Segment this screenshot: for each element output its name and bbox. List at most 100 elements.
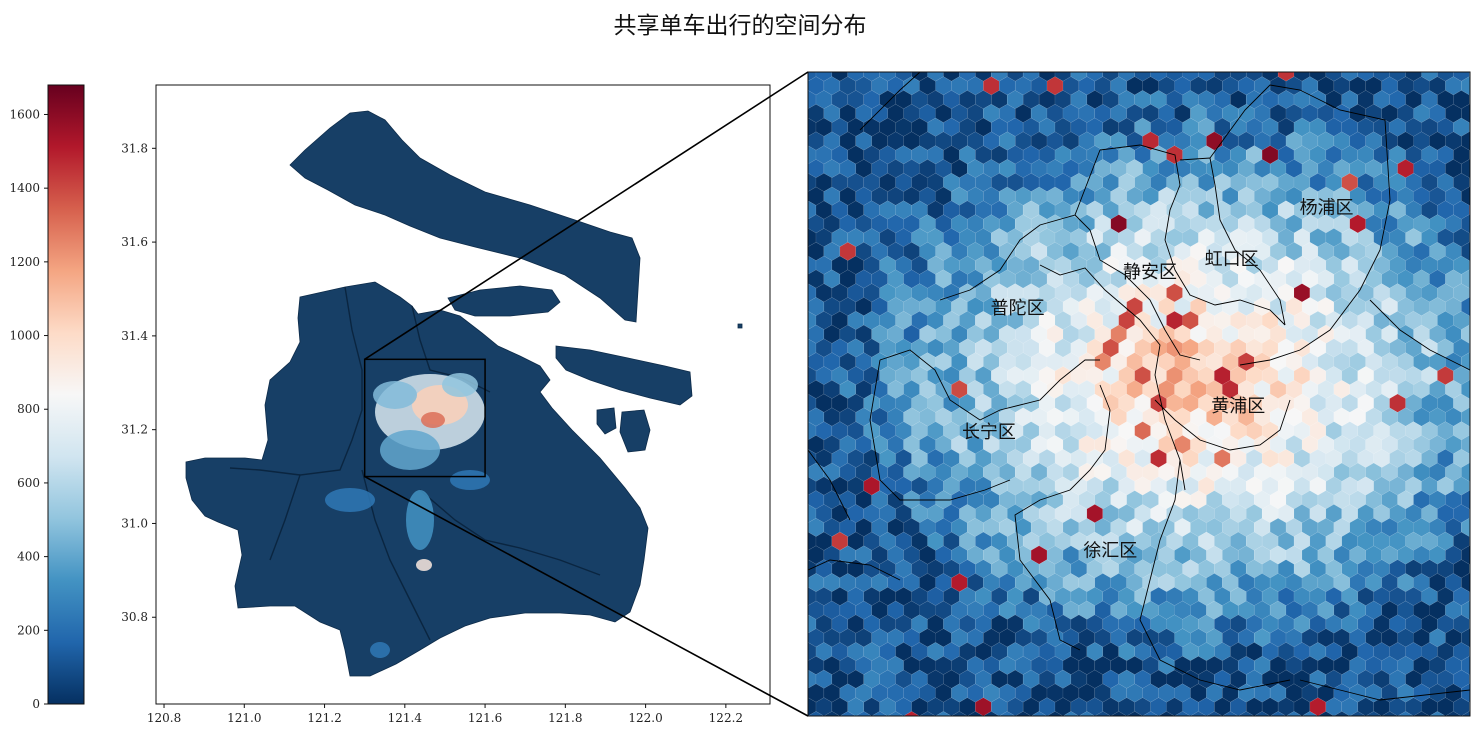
land-polygon	[619, 409, 651, 453]
main-map-hotspots	[325, 373, 490, 658]
hexbin-cell	[784, 477, 800, 495]
hexbin-cell	[1469, 121, 1470, 133]
zoom-connector-bottom	[364, 475, 809, 717]
hexbin-cell	[1253, 711, 1271, 716]
inset-boundary-line	[808, 559, 901, 581]
hexbin-cell	[784, 311, 800, 329]
inset-boundary-line	[939, 149, 1101, 301]
hexbin-cell	[1461, 711, 1470, 716]
hotspot	[373, 381, 417, 409]
hexbin-cell	[808, 329, 809, 340]
hexbin-cell	[1110, 711, 1127, 716]
hexbin-cell	[1142, 711, 1159, 716]
hexbin-cell	[808, 439, 809, 450]
hexbin-cell	[808, 632, 809, 643]
hexbin-cell	[808, 688, 809, 698]
district-label: 杨浦区	[1300, 198, 1354, 219]
hexbin-cell	[808, 467, 809, 478]
hexbin-cell	[1301, 711, 1319, 716]
x-tick-label: 121.2	[307, 711, 341, 725]
inset-boundary-line	[1369, 299, 1470, 371]
land-polygon	[447, 285, 561, 317]
hexbin-cell	[808, 660, 809, 671]
hexbin-cell	[784, 449, 800, 467]
hexbin-cell	[1397, 711, 1414, 716]
land-polygon	[555, 345, 693, 406]
hexbin-cell	[1381, 711, 1398, 716]
district-label: 静安区	[1123, 262, 1177, 283]
hotspot	[380, 430, 440, 470]
hexbin-cell	[903, 711, 920, 716]
land-polygon	[596, 407, 617, 435]
hotspot	[325, 488, 375, 512]
colorbar-tick-label: 200	[17, 623, 40, 637]
hexbin-cell	[1469, 701, 1470, 713]
hexbin-cell	[1429, 711, 1446, 716]
zoom-region-box	[363, 358, 486, 478]
hotspot	[416, 559, 432, 571]
inset-boundary-line	[869, 359, 1011, 501]
hexbin-cell	[1174, 711, 1191, 716]
x-tick-label: 121.6	[468, 711, 502, 725]
hexbin-cell	[784, 366, 800, 384]
hexbin-cell	[1206, 711, 1223, 716]
hexbin-cell	[1030, 711, 1048, 716]
hexbin-cell	[919, 711, 936, 716]
hexbin-cell	[1469, 342, 1470, 354]
hexbin-cell	[808, 218, 809, 229]
y-tick-label: 30.8	[121, 610, 148, 624]
hexbin-cell	[808, 412, 809, 422]
hexbin-cell	[1078, 711, 1096, 716]
hexbin-cell	[1445, 711, 1462, 716]
y-tick-label: 31.8	[121, 141, 148, 155]
district-boundary	[269, 286, 363, 561]
zoom-connector-top	[364, 71, 809, 361]
hexbin-cell	[784, 256, 800, 274]
hexbin-cell	[808, 577, 809, 588]
inset-boundary-line	[1039, 264, 1186, 491]
inset-boundary-line	[1179, 157, 1286, 326]
district-boundary	[229, 467, 301, 476]
hexbin-cell	[1015, 711, 1032, 716]
hexbin-cell	[808, 163, 809, 174]
hexbin-cell	[808, 301, 809, 312]
hotspot	[406, 490, 434, 550]
hexbin-cell	[1317, 711, 1335, 716]
hexbin-cell	[1469, 563, 1470, 575]
hexbin-cell	[1469, 673, 1470, 685]
hexbin-cell	[1158, 711, 1175, 716]
hexbin-cell	[1469, 508, 1470, 519]
hexbin-cell	[1469, 370, 1470, 381]
district-boundary	[419, 489, 601, 576]
hexbin-cell	[784, 587, 800, 605]
hexbin-cell	[1285, 711, 1303, 716]
x-tick-label: 120.8	[147, 711, 181, 725]
hexbin-cell	[808, 605, 809, 616]
x-tick-label: 121.0	[227, 711, 261, 725]
hexbin-cell	[1333, 711, 1351, 716]
colorbar-tick-label: 0	[32, 697, 40, 711]
y-tick-label: 31.2	[121, 423, 148, 437]
hexbin-cell	[1469, 315, 1470, 326]
colorbar-tick-label: 1000	[9, 329, 40, 343]
hotspot	[450, 470, 490, 490]
hexbin-cell	[1094, 711, 1112, 716]
hexbin-cell	[1365, 711, 1382, 716]
land-polygon	[185, 281, 649, 677]
hexbin-cell	[1046, 711, 1064, 716]
hexbin-cell	[999, 711, 1016, 716]
main-map: 120.8 121.0 121.2 121.4 121.6 121.8 122.0 122.2…	[121, 84, 771, 725]
x-tick-label: 121.4	[388, 711, 423, 725]
x-tick-label: 122.2	[709, 711, 743, 725]
hexbin-cell	[871, 711, 888, 716]
inset-boundary-line	[1014, 384, 1111, 651]
hexbin-cell	[983, 711, 1000, 716]
hexbin-cell	[808, 550, 809, 560]
hexbin-cell	[823, 711, 841, 716]
hexbin-cell	[808, 136, 809, 146]
y-axis-ticks: 31.8 31.6 31.4 31.2 31.0 30.8	[121, 141, 156, 624]
inset-boundary-line	[1074, 214, 1201, 361]
hexbin-cell	[887, 711, 904, 716]
x-tick-label: 121.8	[548, 711, 582, 725]
